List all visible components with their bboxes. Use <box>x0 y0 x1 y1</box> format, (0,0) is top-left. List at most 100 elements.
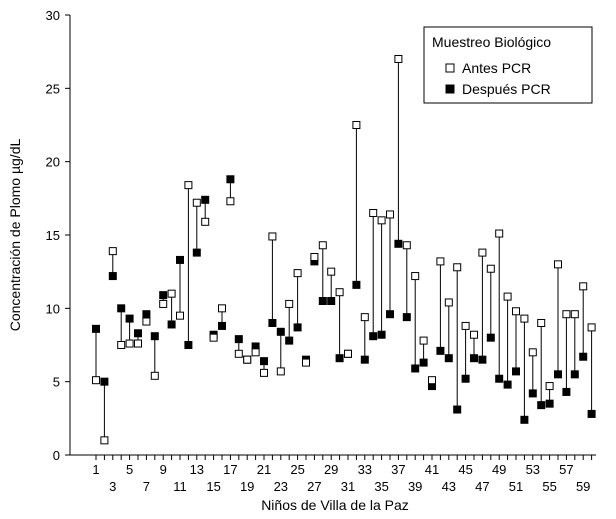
point-antes-pcr <box>234 349 243 358</box>
point-despues-pcr <box>260 357 268 366</box>
point-despues-pcr <box>545 399 554 408</box>
point-despues-pcr <box>579 352 588 361</box>
point-antes-pcr <box>192 198 201 207</box>
point-despues-pcr <box>444 354 453 363</box>
point-antes-pcr <box>150 371 159 380</box>
x-tick-label: 19 <box>240 479 254 494</box>
x-tick-label: 7 <box>143 479 150 494</box>
point-antes-pcr <box>352 121 361 129</box>
legend-marker-despues <box>445 84 455 94</box>
x-tick-label: 55 <box>542 479 556 494</box>
x-tick-label: 3 <box>109 479 116 494</box>
point-despues-pcr <box>562 387 571 396</box>
y-axis-label: Concentración de Plomo µg/dL <box>7 139 23 332</box>
legend-marker-antes <box>445 63 455 73</box>
point-antes-pcr <box>310 253 319 261</box>
point-antes-pcr <box>344 349 352 358</box>
point-antes-pcr <box>201 217 210 226</box>
point-antes-pcr <box>512 307 520 316</box>
point-despues-pcr <box>318 297 327 305</box>
point-despues-pcr <box>100 377 109 386</box>
legend: Muestreo Biológico Antes PCR Después PCR <box>423 26 593 104</box>
point-antes-pcr <box>226 197 235 206</box>
point-antes-pcr <box>503 292 512 301</box>
point-despues-pcr <box>537 401 546 410</box>
y-tick-label: 20 <box>46 155 60 170</box>
point-despues-pcr <box>226 175 235 184</box>
point-antes-pcr <box>394 55 403 63</box>
x-tick-label: 47 <box>475 479 489 494</box>
point-antes-pcr <box>486 264 495 273</box>
point-antes-pcr <box>545 382 554 391</box>
legend-label-despues: Después PCR <box>462 81 551 97</box>
y-axis-ticks: 0 5 10 15 20 25 30 <box>46 8 70 463</box>
point-despues-pcr <box>377 330 386 339</box>
point-antes-pcr <box>579 282 588 291</box>
x-tick-label: 29 <box>324 462 338 477</box>
point-despues-pcr <box>503 380 512 389</box>
x-tick-label: 49 <box>492 462 506 477</box>
point-antes-pcr <box>461 321 470 330</box>
point-antes-pcr <box>478 248 487 257</box>
x-tick-label: 51 <box>509 479 523 494</box>
point-antes-pcr <box>100 436 109 445</box>
y-tick-label: 10 <box>46 301 60 316</box>
x-tick-label: 9 <box>160 462 167 477</box>
point-antes-pcr <box>285 299 294 308</box>
point-antes-pcr <box>520 314 529 323</box>
point-antes-pcr <box>554 260 562 269</box>
point-despues-pcr <box>369 332 378 341</box>
x-tick-label: 21 <box>257 462 271 477</box>
point-antes-pcr <box>411 272 420 281</box>
point-despues-pcr <box>570 370 579 379</box>
point-antes-pcr <box>167 289 176 298</box>
paired-connectors <box>95 59 593 441</box>
x-axis-label: Niños de Villa de la Paz <box>261 497 409 513</box>
x-tick-label: 57 <box>559 462 573 477</box>
point-antes-pcr <box>419 336 428 345</box>
x-tick-label: 23 <box>274 479 288 494</box>
point-despues-pcr <box>150 332 159 341</box>
y-tick-label: 25 <box>46 81 60 96</box>
point-despues-pcr <box>218 321 226 330</box>
point-antes-pcr <box>587 323 596 332</box>
point-despues-pcr <box>184 341 193 349</box>
point-antes-pcr <box>251 348 260 357</box>
point-despues-pcr <box>293 323 302 332</box>
x-tick-label: 41 <box>425 462 439 477</box>
point-despues-pcr <box>108 272 117 281</box>
x-axis-ticks: 1 5 9 13 17 21 25 29 33 37 41 45 49 53 573 7 11 15 19 23 27 3… <box>92 455 593 494</box>
x-tick-label: 59 <box>576 479 590 494</box>
x-tick-label: 45 <box>458 462 472 477</box>
point-despues-pcr <box>394 239 403 248</box>
point-antes-pcr <box>537 319 546 327</box>
point-despues-pcr <box>134 329 142 338</box>
point-despues-pcr <box>411 364 420 373</box>
x-tick-label: 17 <box>223 462 237 477</box>
point-antes-pcr <box>260 368 268 377</box>
point-antes-pcr <box>453 263 462 272</box>
point-antes-pcr <box>276 367 285 376</box>
point-antes-pcr <box>209 333 218 342</box>
point-despues-pcr <box>327 297 336 305</box>
point-despues-pcr <box>495 374 504 383</box>
legend-title: Muestreo Biológico <box>432 34 551 50</box>
point-despues-pcr <box>176 255 184 264</box>
point-despues-pcr <box>192 248 201 257</box>
point-antes-pcr <box>108 247 117 256</box>
point-despues-pcr <box>461 374 470 383</box>
point-antes-pcr <box>570 310 579 319</box>
point-antes-pcr <box>218 304 226 313</box>
point-antes-pcr <box>184 181 193 190</box>
y-tick-label: 15 <box>46 228 60 243</box>
point-despues-pcr <box>520 415 529 424</box>
point-despues-pcr <box>528 389 537 398</box>
x-tick-label: 43 <box>442 479 456 494</box>
point-antes-pcr <box>318 241 327 250</box>
point-despues-pcr <box>234 335 243 344</box>
x-tick-label: 1 <box>92 462 99 477</box>
x-tick-label: 33 <box>358 462 372 477</box>
legend-label-antes: Antes PCR <box>462 60 531 76</box>
point-despues-pcr <box>587 409 596 418</box>
point-despues-pcr <box>386 310 394 319</box>
